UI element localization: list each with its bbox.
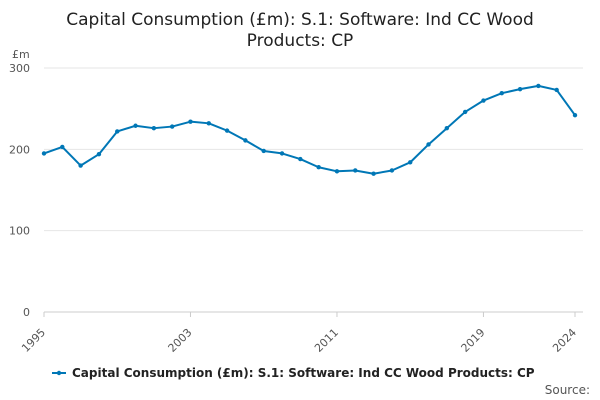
x-tick-label-1995: 1995 (19, 326, 48, 355)
data-point-2015 (408, 160, 413, 165)
data-point-2004 (206, 121, 211, 126)
gridlines (44, 67, 583, 232)
x-tick-label-2003: 2003 (166, 326, 195, 355)
data-point-2000 (133, 123, 138, 128)
source-label: Source: (545, 383, 590, 397)
legend-label: Capital Consumption (£m): S.1: Software:… (72, 366, 535, 380)
x-tick-label-2024: 2024 (550, 326, 579, 355)
legend-point-marker (56, 370, 62, 376)
data-point-2011 (334, 169, 340, 174)
data-point-2021 (517, 86, 523, 92)
x-axis-ticks: 1995 2003 2011 2019 2024 (19, 312, 579, 355)
data-point-2024 (572, 112, 578, 118)
x-tick-label-2019: 2019 (459, 326, 488, 355)
data-point-1998 (96, 152, 102, 157)
data-point-2013 (371, 171, 376, 176)
data-point-2007 (261, 148, 266, 154)
chart-title-line-1: Capital Consumption (£m): S.1: Software:… (66, 10, 534, 30)
data-point-2023 (554, 87, 559, 93)
data-point-2014 (389, 168, 395, 173)
data-point-2001 (151, 125, 157, 131)
data-point-2019 (481, 98, 486, 103)
legend: Capital Consumption (£m): S.1: Software:… (52, 366, 535, 380)
data-point-2002 (169, 124, 175, 129)
data-point-2009 (298, 156, 303, 162)
x-tick-label-2011: 2011 (312, 326, 341, 355)
chart-title-line-2: Products: CP (247, 31, 354, 51)
y-axis-unit-label: £m (12, 48, 30, 61)
data-point-2012 (353, 168, 358, 173)
data-point-2016 (426, 142, 431, 147)
data-point-2020 (499, 91, 504, 96)
data-point-2005 (224, 128, 230, 133)
y-tick-label-100: 100 (9, 225, 30, 238)
data-point-2006 (243, 138, 248, 143)
data-point-1996 (60, 144, 65, 150)
data-point-1995 (41, 151, 47, 156)
data-point-2003 (188, 119, 193, 124)
y-tick-label-200: 200 (9, 143, 30, 156)
data-point-1999 (115, 129, 120, 134)
data-point-2017 (444, 125, 450, 131)
data-point-2010 (316, 165, 321, 170)
data-point-1997 (78, 163, 83, 168)
y-axis-ticks: 0 100 200 300 (9, 62, 30, 319)
data-point-2022 (536, 83, 541, 89)
y-tick-label-300: 300 (9, 62, 30, 75)
data-point-2018 (462, 109, 468, 115)
series-line-0 (43, 84, 576, 175)
data-point-2008 (279, 151, 285, 156)
data-series (41, 83, 578, 176)
y-tick-label-0: 0 (23, 306, 30, 319)
